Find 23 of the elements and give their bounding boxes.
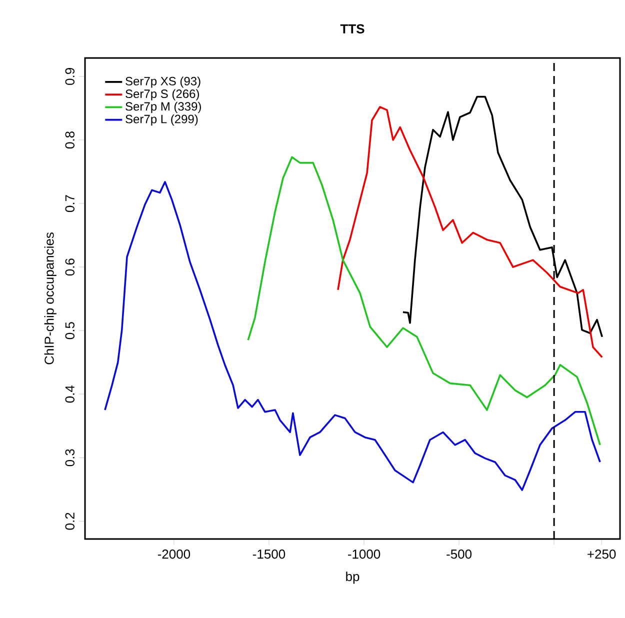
legend-label: Ser7p XS (93): [126, 76, 200, 88]
x-tick-label: +250: [588, 550, 616, 559]
y-tick-label: 0.5: [65, 322, 74, 340]
y-tick-label: 0.6: [65, 258, 74, 276]
line-series: [337, 106, 604, 358]
y-tick-label: 0.4: [65, 385, 74, 403]
x-tick-label: -2000: [158, 550, 190, 559]
x-tick-label: -1000: [348, 550, 380, 559]
y-tick-label: 0.9: [65, 68, 74, 85]
y-tick-label: 0.2: [65, 512, 74, 530]
line-series: [247, 156, 601, 446]
chart-title: TTS: [340, 24, 364, 34]
x-axis-title: bp: [346, 572, 360, 584]
y-tick-label: 0.7: [65, 195, 74, 212]
y-tick-label: 0.3: [65, 449, 74, 466]
legend-label: Ser7p L (299): [126, 114, 198, 126]
y-tick-label: 0.8: [65, 131, 74, 148]
x-tick-label: -1500: [252, 550, 286, 559]
x-tick-label: -500: [446, 550, 472, 559]
y-axis-title: ChIP-chip occupancies: [44, 232, 56, 364]
legend-label: Ser7p M (339): [126, 102, 201, 114]
line-series: [104, 180, 601, 491]
legend-label: Ser7p S (266): [126, 89, 199, 100]
